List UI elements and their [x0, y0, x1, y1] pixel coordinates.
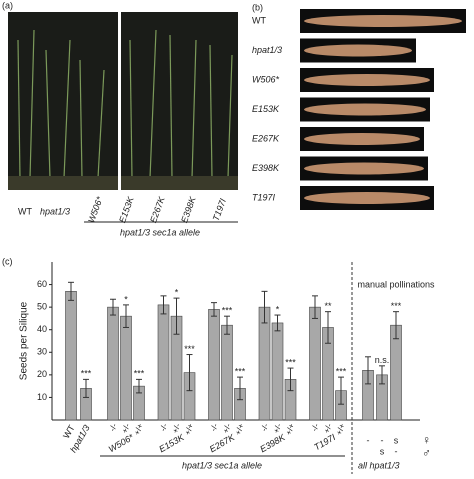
silique	[304, 192, 430, 204]
male-genotype: s	[380, 446, 385, 456]
plant-photo	[8, 12, 238, 190]
y-tick-label: 40	[37, 324, 47, 334]
genotype-label: -/-	[158, 422, 169, 432]
female-genotype: s	[394, 435, 399, 445]
silique	[304, 74, 430, 86]
y-tick-label: 30	[37, 347, 47, 357]
significance: ***	[285, 357, 296, 367]
group-axis-label: hpat1/3 sec1a allele	[182, 460, 262, 470]
genotype-label: +/-	[322, 422, 334, 434]
bar	[271, 322, 284, 421]
significance: ***	[222, 306, 233, 316]
row-label: E153K	[252, 104, 280, 114]
row-label: hpat1/3	[252, 45, 282, 55]
group-label: T197I	[312, 432, 337, 452]
genotype-label: E398K	[179, 194, 198, 224]
genotype-label: +/+	[183, 422, 196, 436]
significance: ***	[336, 366, 347, 376]
row-label: WT	[252, 15, 266, 25]
genotype-label: +/-	[120, 422, 132, 434]
panel-label: (c)	[2, 256, 13, 266]
genotype-label: E153K	[117, 194, 136, 224]
y-tick-label: 10	[37, 392, 47, 402]
manual-title: manual pollinations	[357, 279, 435, 289]
bar	[221, 324, 233, 421]
manual-footer: all hpat1/3	[358, 460, 400, 470]
bar	[390, 324, 402, 421]
group-label: E267K	[208, 432, 237, 455]
group-label: W506*	[107, 432, 136, 454]
significance: ***	[81, 369, 92, 379]
silique	[304, 103, 426, 116]
y-tick-label: 20	[37, 369, 47, 379]
female-genotype: -	[381, 435, 384, 445]
row-label: W506*	[252, 74, 280, 84]
female-genotype: -	[367, 435, 370, 445]
significance: *	[175, 287, 179, 297]
allele-label: hpat1/3 sec1a allele	[120, 227, 200, 237]
genotype-label: +/-	[221, 422, 233, 434]
row-label: E267K	[252, 133, 280, 143]
bar	[157, 304, 170, 421]
genotype-label: WT	[18, 206, 32, 216]
genotype-label: T197I	[211, 197, 228, 223]
panel-label: (b)	[252, 2, 263, 12]
bar	[65, 291, 77, 421]
silique	[304, 44, 412, 57]
y-tick-label: 50	[37, 302, 47, 312]
y-axis-title: Seeds per Silique	[19, 301, 30, 380]
significance: **	[324, 301, 332, 311]
male-symbol: ♂	[422, 446, 431, 460]
genotype-label: +/+	[132, 422, 145, 436]
significance: *	[124, 294, 128, 304]
genotype-label: -/-	[209, 422, 220, 432]
silique	[304, 15, 462, 27]
genotype-label: +/+	[233, 422, 246, 436]
genotype-label: +/+	[334, 422, 347, 436]
group-label: E153K	[157, 432, 186, 455]
silique	[304, 133, 420, 145]
panel-label: (a)	[2, 0, 13, 10]
significance: n.s.	[375, 355, 390, 365]
row-label: T197I	[252, 192, 276, 202]
row-label: E398K	[252, 163, 280, 173]
silique	[304, 162, 424, 175]
genotype-label: +/-	[171, 422, 183, 434]
genotype-label: +/+	[284, 422, 297, 436]
bar	[208, 309, 220, 421]
significance: *	[276, 304, 280, 314]
genotype-label: -/-	[310, 422, 321, 432]
y-tick-label: 60	[37, 279, 47, 289]
genotype-label: E267K	[148, 194, 167, 224]
genotype-label: -/-	[259, 422, 270, 432]
genotype-label: W506*	[86, 195, 105, 224]
group-label: E398K	[258, 432, 287, 455]
genotype-label: +/-	[272, 422, 284, 434]
genotype-label: -/-	[108, 422, 119, 432]
genotype-label: hpat1/3	[40, 206, 70, 216]
bar	[107, 306, 119, 421]
significance: ***	[184, 344, 195, 354]
significance: ***	[235, 366, 246, 376]
bar	[120, 315, 132, 421]
male-genotype: -	[395, 446, 398, 456]
bar	[309, 306, 321, 421]
significance: ***	[391, 301, 402, 311]
bar	[258, 306, 271, 421]
significance: ***	[134, 369, 145, 379]
female-symbol: ♀	[422, 433, 431, 447]
